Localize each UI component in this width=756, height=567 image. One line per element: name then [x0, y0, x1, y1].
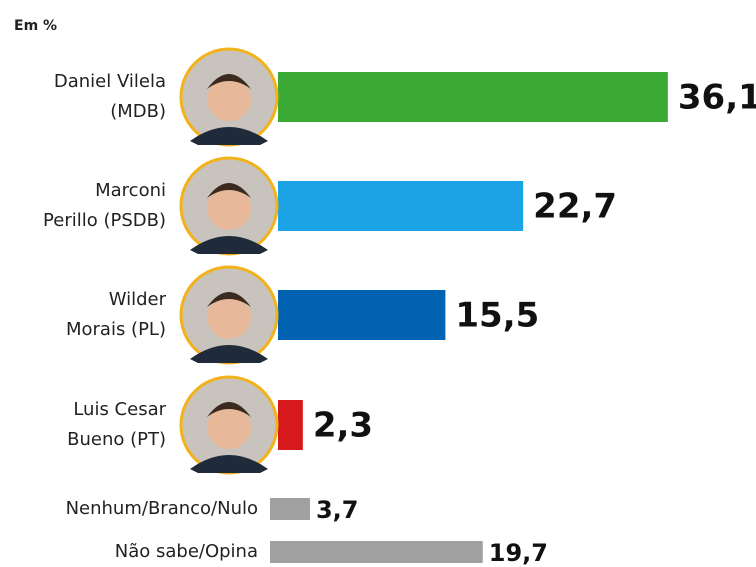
value-label: 3,7	[316, 496, 359, 524]
bar	[278, 290, 445, 340]
bar	[278, 72, 668, 122]
bar	[278, 181, 523, 231]
bar	[270, 498, 310, 520]
value-label: 2,3	[313, 406, 373, 446]
category-label: Daniel Vilela (MDB)	[54, 67, 166, 127]
value-label: 15,5	[455, 296, 539, 336]
chart: Em % 36,122,715,52,33,719,7 Daniel Vilel…	[0, 0, 756, 567]
category-label: Luis Cesar Bueno (PT)	[67, 395, 166, 455]
bar	[270, 541, 483, 563]
bar	[278, 400, 303, 450]
category-label: Wilder Morais (PL)	[66, 285, 166, 345]
value-label: 36,1	[678, 78, 756, 118]
category-label: Marconi Perillo (PSDB)	[43, 176, 166, 236]
value-label: 19,7	[489, 539, 548, 567]
category-label: Não sabe/Opina	[115, 537, 258, 567]
value-label: 22,7	[533, 187, 617, 227]
category-label: Nenhum/Branco/Nulo	[66, 494, 258, 524]
